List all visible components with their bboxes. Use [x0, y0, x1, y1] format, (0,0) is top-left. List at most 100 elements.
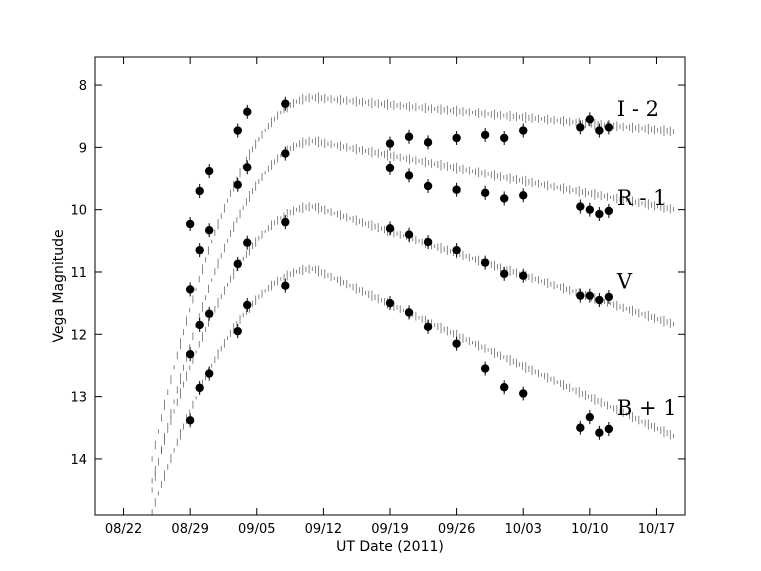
data-point — [204, 166, 214, 176]
series-points — [185, 278, 614, 440]
x-tick-label: 08/29 — [171, 522, 208, 537]
band-label: I - 2 — [617, 97, 659, 121]
axes: 08/22 08/29 09/05 09/12 09/19 09/26 10/03 10/10… — [70, 57, 685, 537]
data-point — [576, 291, 585, 300]
data-point — [585, 205, 595, 214]
data-point — [243, 300, 252, 310]
y-axis-label: Vega Magnitude — [51, 229, 67, 342]
data-point — [604, 292, 614, 302]
data-point — [452, 185, 461, 194]
band-labels: I - 2 R - 1 V B + 1 — [616, 97, 677, 420]
data-point — [204, 226, 214, 235]
data-point — [423, 237, 433, 247]
data-point — [576, 123, 585, 132]
data-point — [519, 389, 528, 398]
x-tick-label: 08/22 — [105, 522, 142, 537]
x-tick-label: 10/17 — [638, 522, 675, 537]
data-point — [204, 309, 214, 318]
data-point — [519, 271, 528, 280]
data-point — [404, 132, 414, 141]
y-tick-label: 9 — [79, 141, 87, 156]
data-point — [243, 238, 252, 247]
data-point — [452, 339, 461, 348]
x-tick-label: 09/05 — [238, 522, 275, 537]
data-point — [281, 149, 290, 158]
data-point — [195, 383, 204, 393]
data-point — [576, 202, 585, 211]
data-point — [185, 350, 195, 359]
data-point — [423, 322, 433, 332]
data-point — [385, 139, 395, 148]
x-tick-label: 09/19 — [371, 522, 408, 537]
y-tick-label: 11 — [70, 266, 87, 281]
data-point — [585, 291, 595, 300]
data-point — [595, 209, 604, 219]
data-point — [595, 126, 604, 135]
data-point — [195, 245, 204, 255]
plot-frame — [94, 56, 686, 516]
data-point — [185, 219, 195, 229]
x-axis-label: UT Date (2011) — [336, 539, 444, 555]
data-point — [499, 194, 509, 203]
data-point — [233, 126, 242, 135]
series-points — [233, 96, 614, 151]
data-point — [195, 186, 204, 196]
data-point — [404, 230, 414, 239]
series-points — [185, 215, 614, 308]
data-point — [604, 123, 614, 132]
data-point — [404, 308, 414, 317]
series-points — [185, 146, 614, 231]
data-point — [452, 245, 461, 255]
data-point — [480, 188, 490, 198]
y-tick-label: 10 — [70, 204, 87, 219]
data-point — [480, 364, 490, 373]
data-point — [499, 383, 509, 392]
data-point — [195, 320, 204, 330]
data-point — [233, 180, 242, 189]
y-tick-label: 12 — [70, 328, 87, 343]
data-point — [243, 107, 252, 117]
data-point — [499, 269, 509, 279]
model-curve — [151, 202, 674, 484]
x-tick-label: 10/03 — [504, 522, 541, 537]
data-point — [385, 298, 395, 308]
data-point — [385, 224, 395, 233]
x-tick-label: 09/12 — [305, 522, 342, 537]
x-tick-label: 10/10 — [571, 522, 608, 537]
data-point — [404, 171, 414, 180]
band-label: R - 1 — [617, 186, 667, 210]
data-point — [585, 412, 595, 422]
data-point — [281, 217, 290, 227]
data-point — [576, 423, 585, 432]
data-point — [385, 163, 395, 173]
data-point — [585, 115, 595, 124]
data-point — [423, 138, 433, 147]
data-point — [604, 206, 614, 216]
band-label: V — [616, 270, 633, 294]
data-point — [480, 258, 490, 267]
data-point — [423, 181, 433, 191]
data-point — [595, 295, 604, 305]
data-point — [499, 133, 509, 143]
y-tick-label: 14 — [70, 453, 87, 468]
model-light-curves — [151, 92, 674, 515]
data-point — [604, 424, 614, 434]
data-point — [281, 99, 290, 108]
data-point — [204, 369, 214, 378]
band-label: B + 1 — [617, 396, 677, 420]
data-point — [519, 191, 528, 200]
y-tick-label: 13 — [70, 391, 87, 406]
data-point — [233, 326, 242, 336]
data-point — [452, 133, 461, 143]
y-tick-label: 8 — [79, 79, 87, 94]
x-tick-label: 09/26 — [438, 522, 475, 537]
data-point — [480, 130, 490, 140]
data-point — [243, 163, 252, 172]
data-point — [281, 281, 290, 290]
data-point — [595, 428, 604, 437]
data-point — [185, 285, 195, 294]
data-points — [185, 96, 614, 440]
data-point — [233, 259, 242, 269]
data-point — [185, 416, 195, 425]
